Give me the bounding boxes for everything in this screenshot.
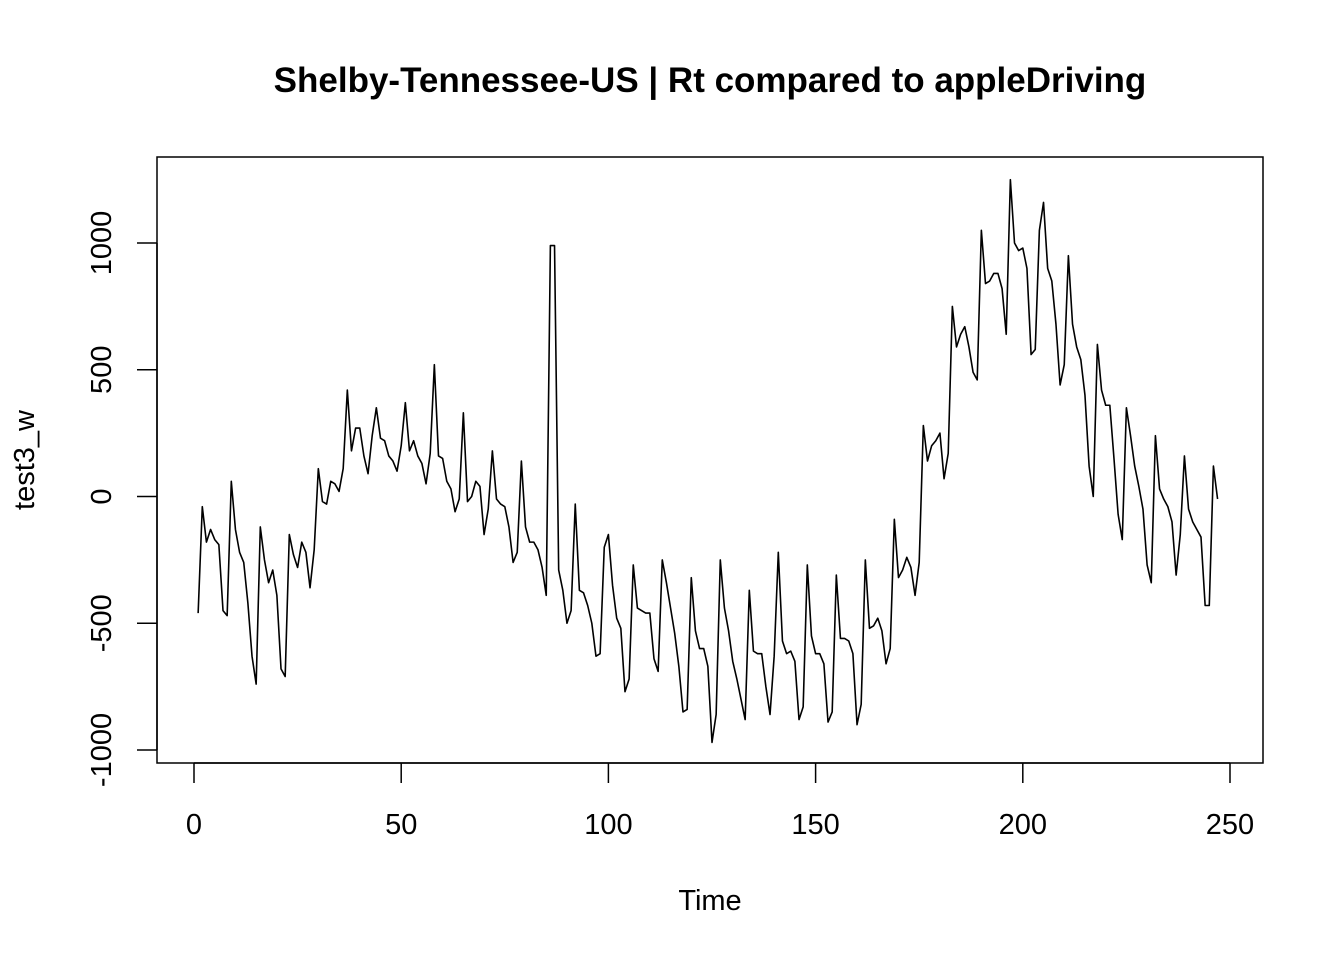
y-tick-label: 1000 (86, 211, 118, 276)
y-axis-label: test3_w (9, 409, 41, 510)
y-tick-label: -500 (86, 594, 118, 652)
x-axis-label: Time (678, 885, 741, 917)
y-tick-label: 0 (86, 488, 118, 504)
x-tick-label: 150 (791, 809, 839, 841)
x-tick-label: 50 (385, 809, 417, 841)
y-tick-label: -1000 (86, 713, 118, 787)
chart-title: Shelby-Tennessee-US | Rt compared to app… (274, 61, 1147, 100)
x-tick-label: 100 (584, 809, 632, 841)
x-tick-label: 200 (999, 809, 1047, 841)
x-axis: 0 50 100 150 200 250 (186, 762, 1254, 841)
series-line (197, 178, 1219, 744)
plot-frame (156, 156, 1264, 764)
x-tick-label: 250 (1206, 809, 1254, 841)
y-axis: -1000 -500 0 500 1000 (86, 211, 158, 787)
x-tick-label: 0 (186, 809, 202, 841)
y-tick-label: 500 (86, 346, 118, 394)
